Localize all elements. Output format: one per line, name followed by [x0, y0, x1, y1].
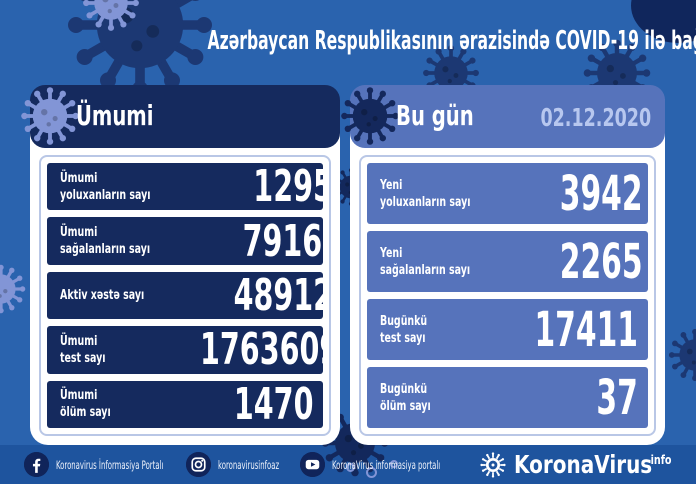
totals-panel-title: Ümumi	[76, 99, 154, 132]
totals-rows: Ümumi yoluxanların sayı 129544 Ümumi sağ…	[39, 155, 331, 436]
brand-suffix: info	[650, 453, 672, 467]
stat-value: 1763609	[199, 326, 323, 374]
stat-row-active-cases: Aktiv xəstə sayı 48912	[47, 271, 323, 320]
stat-label: yoluxanların sayı	[380, 193, 471, 210]
virus-logo-icon	[478, 450, 508, 480]
stat-label: Ümumi	[60, 169, 98, 186]
stat-row-total-infected: Ümumi yoluxanların sayı 129544	[47, 163, 323, 211]
youtube-label: KoronaVirus informasiya portalı	[332, 457, 441, 472]
report-date: 02.12.2020	[540, 103, 651, 132]
stat-label: Ümumi	[60, 333, 98, 350]
instagram-label: koronavirusinfoaz	[218, 457, 280, 472]
today-panel: Bu gün 02.12.2020 Yeni yoluxanların sayı…	[339, 85, 665, 445]
stat-row-total-tests: Ümumi test sayı 1763609	[47, 326, 323, 374]
virus-decoration-icon	[666, 326, 696, 384]
stat-label: Bugünkü	[380, 380, 428, 397]
page-title: Azərbaycan Respublikasının ərazisində CO…	[207, 26, 696, 56]
virus-icon	[18, 84, 82, 148]
stat-label: Ümumi	[60, 224, 98, 241]
stat-label: Bugünkü	[380, 312, 428, 329]
stat-row-total-recovered: Ümumi sağalanların sayı 79162	[47, 217, 323, 265]
today-panel-title: Bu gün	[396, 99, 474, 132]
dot-decoration	[366, 467, 377, 478]
stat-label: yoluxanların sayı	[60, 186, 151, 203]
virus-decoration-icon	[0, 262, 28, 316]
stat-row-today-deaths: Bugünkü ölüm sayı 37	[367, 367, 648, 428]
virus-icon	[338, 84, 402, 148]
stat-label: Yeni	[380, 244, 403, 261]
dot-decoration	[346, 463, 355, 472]
stat-value: 48912	[233, 271, 323, 320]
stat-row-new-recovered: Yeni sağalanların sayı 2265	[367, 231, 648, 292]
stat-label: test sayı	[380, 329, 426, 346]
stat-value: 17411	[534, 301, 638, 358]
instagram-icon	[186, 452, 211, 477]
stat-row-new-infected: Yeni yoluxanların sayı 3942	[367, 163, 648, 224]
stat-label: Ümumi	[60, 387, 98, 404]
today-rows: Yeni yoluxanların sayı 3942 Yeni sağalan…	[359, 155, 656, 436]
stat-value: 1470	[233, 380, 313, 429]
stat-label: ölüm sayı	[60, 404, 111, 421]
totals-panel: Ümumi Ümumi yoluxanların sayı 129544 Ümu…	[19, 85, 340, 445]
stat-value: 79162	[242, 217, 323, 265]
facebook-label: Koronavirus İnformasiya Portalı	[56, 457, 164, 472]
today-panel-header: Bu gün 02.12.2020	[339, 85, 665, 148]
stat-label: Aktiv xəstə sayı	[60, 287, 145, 304]
facebook-link[interactable]: Koronavirus İnformasiya Portalı	[24, 445, 235, 484]
totals-panel-header: Ümumi	[19, 85, 340, 148]
brand-logo: KoronaVirusinfo	[478, 445, 696, 484]
facebook-icon	[24, 452, 49, 477]
stat-value: 3942	[560, 165, 643, 222]
youtube-link[interactable]: KoronaVirus informasiya portalı	[300, 445, 512, 484]
stat-label: sağalanların sayı	[60, 241, 151, 258]
brand-name: KoronaVirusinfo	[514, 450, 672, 479]
stat-row-today-tests: Bugünkü test sayı 17411	[367, 299, 648, 360]
stat-label: test sayı	[60, 349, 106, 366]
stat-value: 129544	[253, 163, 323, 211]
instagram-link[interactable]: koronavirusinfoaz	[186, 445, 320, 484]
youtube-icon	[300, 452, 325, 477]
stat-value: 2265	[559, 233, 643, 290]
stat-label: sağalanların sayı	[380, 261, 471, 278]
stat-label: ölüm sayı	[380, 397, 431, 414]
dot-decoration	[390, 460, 398, 468]
stat-row-total-deaths: Ümumi ölüm sayı 1470	[47, 380, 323, 429]
stat-value: 37	[596, 369, 638, 426]
stat-label: Yeni	[380, 176, 403, 193]
